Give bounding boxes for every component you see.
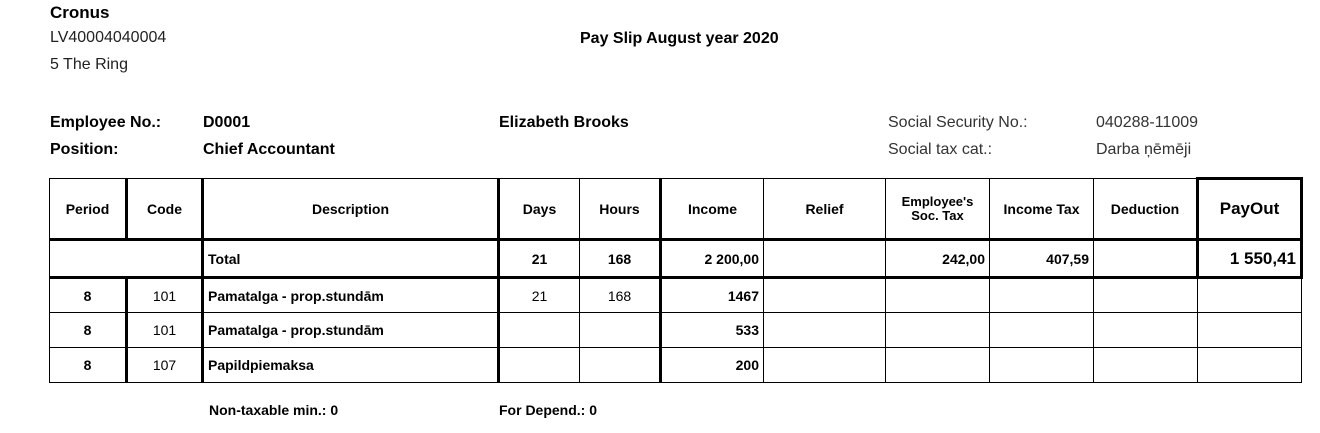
row-code: 101 — [125, 312, 203, 348]
row-deduction — [1093, 312, 1198, 348]
row-code: 101 — [125, 277, 203, 313]
header-income-tax: Income Tax — [989, 178, 1094, 241]
row-soc-tax — [885, 277, 990, 313]
header-deduction: Deduction — [1093, 178, 1198, 241]
payslip-table: Period Code Description Days Hours Incom… — [49, 177, 1303, 383]
row-income-tax — [989, 347, 1094, 383]
row-payout — [1197, 312, 1302, 348]
header-relief: Relief — [763, 178, 886, 241]
header-days: Days — [497, 178, 580, 241]
table-header-row: Period Code Description Days Hours Incom… — [49, 177, 1303, 241]
row-income: 200 — [659, 347, 764, 383]
company-reg-no: LV40004040004 — [50, 29, 167, 46]
total-days: 21 — [497, 239, 580, 279]
row-period: 8 — [49, 347, 127, 383]
row-code: 107 — [125, 347, 203, 383]
total-period-code — [49, 239, 203, 279]
payslip-title: Pay Slip August year 2020 — [580, 30, 779, 47]
employee-name: Elizabeth Brooks — [499, 114, 629, 131]
row-relief — [763, 277, 886, 313]
ssn-value: 040288-11009 — [1096, 114, 1199, 131]
row-relief — [763, 347, 886, 383]
row-period: 8 — [49, 277, 127, 313]
row-income-tax — [989, 312, 1094, 348]
header-employee-soc-tax: Employee's Soc. Tax — [885, 178, 990, 241]
row-hours — [579, 312, 661, 348]
row-payout — [1197, 347, 1302, 383]
company-address: 5 The Ring — [50, 56, 128, 73]
tax-cat-label: Social tax cat.: — [888, 141, 993, 158]
ssn-label: Social Security No.: — [888, 114, 1028, 131]
row-soc-tax — [885, 312, 990, 348]
header-payout: PayOut — [1196, 177, 1303, 241]
tax-cat-value: Darba ņēmēji — [1096, 141, 1192, 158]
table-row: 8 107 Papildpiemaksa 200 — [49, 347, 1302, 383]
row-days — [497, 312, 580, 348]
row-description: Pamatalga - prop.stundām — [201, 312, 499, 348]
header-code: Code — [125, 178, 203, 241]
total-income-tax: 407,59 — [989, 239, 1094, 279]
total-relief — [763, 239, 886, 279]
employee-no-label: Employee No.: — [50, 114, 162, 131]
row-income: 1467 — [659, 277, 764, 313]
table-row: 8 101 Pamatalga - prop.stundām 21 168 14… — [49, 277, 1302, 313]
non-taxable-min: Non-taxable min.: 0 — [209, 402, 339, 418]
total-soc-tax: 242,00 — [885, 239, 990, 279]
header-period: Period — [49, 178, 127, 241]
row-relief — [763, 312, 886, 348]
employee-no: D0001 — [203, 114, 251, 131]
total-hours: 168 — [579, 239, 661, 279]
row-deduction — [1093, 277, 1198, 313]
row-hours — [579, 347, 661, 383]
total-deduction — [1093, 239, 1198, 279]
row-soc-tax — [885, 347, 990, 383]
position-value: Chief Accountant — [203, 141, 335, 158]
row-days — [497, 347, 580, 383]
row-income: 533 — [659, 312, 764, 348]
position-label: Position: — [50, 141, 119, 158]
row-period: 8 — [49, 312, 127, 348]
row-description: Pamatalga - prop.stundām — [201, 277, 499, 313]
row-deduction — [1093, 347, 1198, 383]
total-payout: 1 550,41 — [1196, 238, 1303, 279]
row-days: 21 — [497, 277, 580, 313]
total-income: 2 200,00 — [659, 239, 764, 279]
table-row: 8 101 Pamatalga - prop.stundām 533 — [49, 312, 1302, 348]
row-hours: 168 — [579, 277, 661, 313]
row-income-tax — [989, 277, 1094, 313]
header-employee-soc-tax-line2: Soc. Tax — [911, 207, 964, 223]
for-dependents: For Depend.: 0 — [499, 402, 598, 418]
header-income: Income — [659, 178, 764, 241]
company-name: Cronus — [50, 3, 110, 22]
header-hours: Hours — [579, 178, 661, 241]
row-payout — [1197, 277, 1302, 313]
header-employee-soc-tax-line1: Employee's — [901, 193, 974, 209]
total-row: Total 21 168 2 200,00 242,00 407,59 1 55… — [49, 238, 1303, 279]
row-description: Papildpiemaksa — [201, 347, 499, 383]
header-description: Description — [201, 178, 499, 241]
total-label: Total — [201, 239, 499, 279]
